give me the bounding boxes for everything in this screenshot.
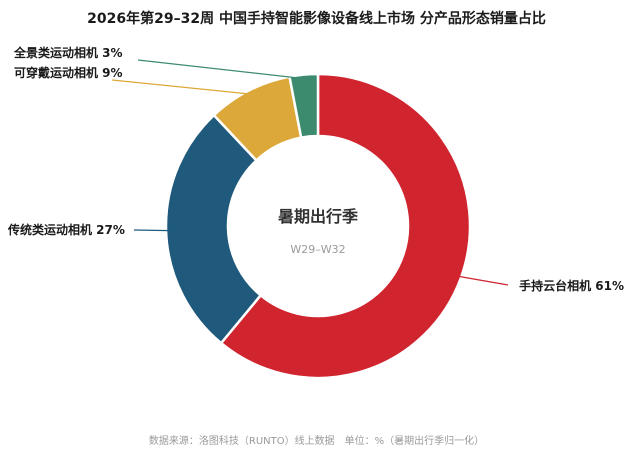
leader-lines [111, 59, 509, 286]
center-subtitle: W29–W32 [290, 243, 345, 256]
slice-label-2: 传统类运动相机 27% [7, 222, 125, 237]
chart-title: 2026年第29–32周 中国手持智能影像设备线上市场 分产品形态销量占比 [87, 11, 546, 27]
center-title: 暑期出行季 [277, 207, 359, 226]
leader-line-4 [137, 59, 305, 80]
leader-line-3 [111, 79, 251, 95]
slice-1 [219, 72, 472, 380]
leader-line-2 [133, 229, 171, 232]
leader-line-1 [457, 275, 509, 286]
slice-2 [164, 113, 263, 345]
slice-label-3: 可穿戴运动相机 9% [14, 65, 123, 80]
slice-label-4: 全景类运动相机 3% [13, 45, 123, 60]
slice-labels: 手持云台相机 61% 传统类运动相机 27% 可穿戴运动相机 9% 全景类运动相机 3… [7, 45, 624, 293]
slice-4 [288, 72, 320, 140]
data-source-note: 数据来源：洛图科技（RUNTO）线上数据 单位：%（暑期出行季归一化） [148, 436, 485, 447]
slice-label-1: 手持云台相机 61% [519, 278, 624, 293]
donut-slices [164, 72, 472, 380]
